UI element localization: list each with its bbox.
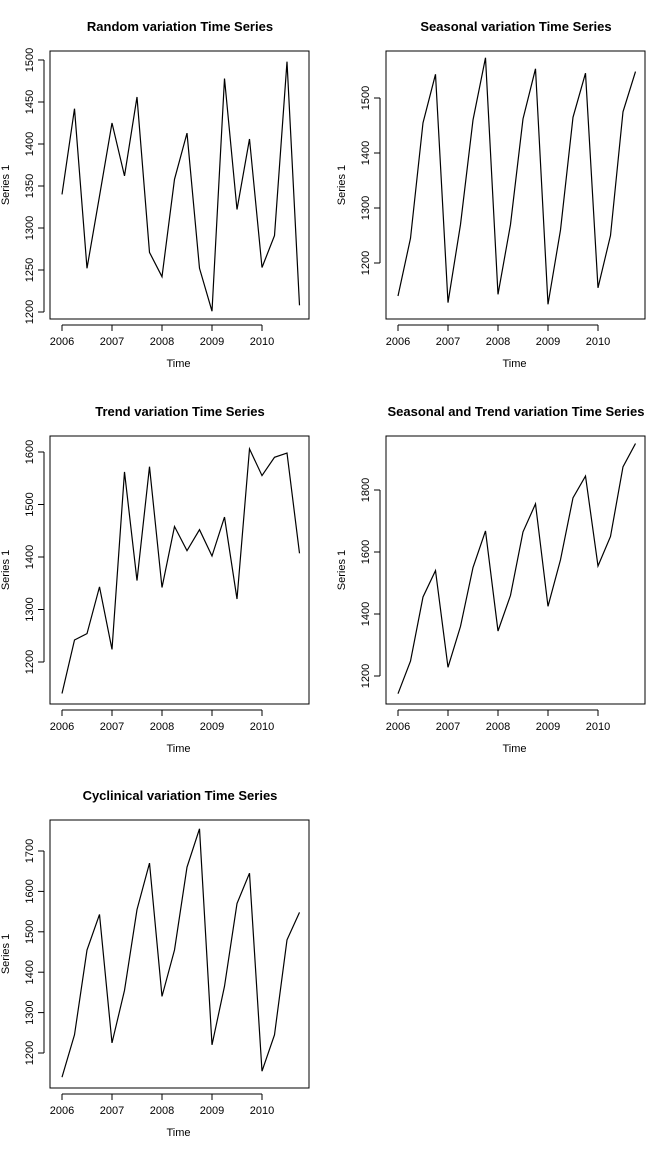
x-tick-label: 2007 xyxy=(436,336,460,348)
chart-panel-1: Random variation Time Series 2006 2007 2008… xyxy=(0,19,310,370)
x-tick-label: 2006 xyxy=(50,721,74,733)
y-tick-label: 1300 xyxy=(360,196,372,220)
x-tick-label: 2006 xyxy=(386,721,410,733)
y-tick-label: 1250 xyxy=(24,258,36,282)
y-tick-label: 1450 xyxy=(24,90,36,114)
x-tick-label: 2007 xyxy=(100,721,124,733)
y-tick-label: 1400 xyxy=(24,960,36,984)
x-tick-label: 2006 xyxy=(386,336,410,348)
y-tick-label: 1300 xyxy=(24,216,36,240)
y-axis-label: Series 1 xyxy=(336,550,348,590)
y-tick-label: 1600 xyxy=(24,440,36,464)
x-tick-label: 2007 xyxy=(100,1105,124,1117)
x-tick-label: 2006 xyxy=(50,336,74,348)
series-line-1 xyxy=(61,828,301,1078)
plot-frame xyxy=(385,50,646,320)
x-axis: 2006 2007 2008 2009 2010 xyxy=(50,1093,274,1117)
chart-title: Cyclinical variation Time Series xyxy=(83,788,278,803)
y-axis: 1200 1300 1400 1500 1600 1700 xyxy=(24,839,45,1065)
y-tick-label: 1200 xyxy=(24,1041,36,1065)
x-tick-label: 2010 xyxy=(250,721,274,733)
y-tick-label: 1800 xyxy=(360,478,372,502)
y-tick-label: 1300 xyxy=(24,597,36,621)
y-tick-label: 1400 xyxy=(360,602,372,626)
x-axis-label: Time xyxy=(166,743,190,755)
x-tick-label: 2009 xyxy=(536,721,560,733)
chart-title: Seasonal variation Time Series xyxy=(420,19,611,34)
y-tick-label: 1500 xyxy=(24,492,36,516)
x-tick-label: 2009 xyxy=(200,721,224,733)
chart-panel-4: Seasonal and Trend variation Time Series… xyxy=(336,404,646,755)
y-axis: 1200 1400 1600 1800 xyxy=(360,478,381,688)
y-tick-label: 1600 xyxy=(24,879,36,903)
x-tick-label: 2008 xyxy=(486,336,510,348)
x-axis: 2006 2007 2008 2009 2010 xyxy=(386,709,610,733)
x-axis-label: Time xyxy=(166,358,190,370)
chart-title: Random variation Time Series xyxy=(87,19,273,34)
y-axis: 1200 1250 1300 1350 1400 1450 1500 xyxy=(24,48,45,324)
x-axis-label: Time xyxy=(166,1127,190,1139)
y-tick-label: 1300 xyxy=(24,1000,36,1024)
x-tick-label: 2006 xyxy=(50,1105,74,1117)
y-tick-label: 1400 xyxy=(24,545,36,569)
x-axis-label: Time xyxy=(502,358,526,370)
plot-frame xyxy=(49,819,310,1089)
x-tick-label: 2008 xyxy=(150,1105,174,1117)
y-axis: 1200 1300 1400 1500 xyxy=(360,86,381,275)
x-tick-label: 2010 xyxy=(586,721,610,733)
chart-title: Seasonal and Trend variation Time Series xyxy=(388,404,645,419)
y-axis: 1200 1300 1400 1500 1600 xyxy=(24,440,45,674)
x-axis: 2006 2007 2008 2009 2010 xyxy=(50,324,274,348)
x-tick-label: 2008 xyxy=(486,721,510,733)
y-axis-label: Series 1 xyxy=(0,550,12,590)
y-tick-label: 1200 xyxy=(360,251,372,275)
series-line-1 xyxy=(61,61,301,312)
series-line-1 xyxy=(397,57,637,305)
y-tick-label: 1700 xyxy=(24,839,36,863)
x-tick-label: 2010 xyxy=(250,1105,274,1117)
series-line-1 xyxy=(61,446,301,694)
plot-frame xyxy=(49,435,310,705)
x-tick-label: 2010 xyxy=(250,336,274,348)
y-axis-label: Series 1 xyxy=(0,934,12,974)
x-tick-label: 2008 xyxy=(150,721,174,733)
y-tick-label: 1600 xyxy=(360,540,372,564)
x-tick-label: 2008 xyxy=(150,336,174,348)
x-tick-label: 2009 xyxy=(200,1105,224,1117)
x-axis-label: Time xyxy=(502,743,526,755)
y-tick-label: 1400 xyxy=(360,141,372,165)
x-tick-label: 2009 xyxy=(200,336,224,348)
chart-title: Trend variation Time Series xyxy=(95,404,265,419)
x-axis: 2006 2007 2008 2009 2010 xyxy=(50,709,274,733)
plot-frame xyxy=(385,435,646,705)
y-tick-label: 1400 xyxy=(24,132,36,156)
x-tick-label: 2007 xyxy=(100,336,124,348)
y-axis-label: Series 1 xyxy=(336,165,348,205)
plot-frame xyxy=(49,50,310,320)
chart-panel-5: Cyclinical variation Time Series 2006 2007… xyxy=(0,788,310,1139)
series-line-1 xyxy=(397,443,637,694)
x-axis: 2006 2007 2008 2009 2010 xyxy=(386,324,610,348)
y-tick-label: 1200 xyxy=(24,650,36,674)
x-tick-label: 2010 xyxy=(586,336,610,348)
y-tick-label: 1200 xyxy=(24,300,36,324)
y-tick-label: 1350 xyxy=(24,174,36,198)
y-axis-label: Series 1 xyxy=(0,165,12,205)
y-tick-label: 1500 xyxy=(24,920,36,944)
x-tick-label: 2007 xyxy=(436,721,460,733)
y-tick-label: 1500 xyxy=(24,48,36,72)
x-tick-label: 2009 xyxy=(536,336,560,348)
y-tick-label: 1500 xyxy=(360,86,372,110)
y-tick-label: 1200 xyxy=(360,664,372,688)
